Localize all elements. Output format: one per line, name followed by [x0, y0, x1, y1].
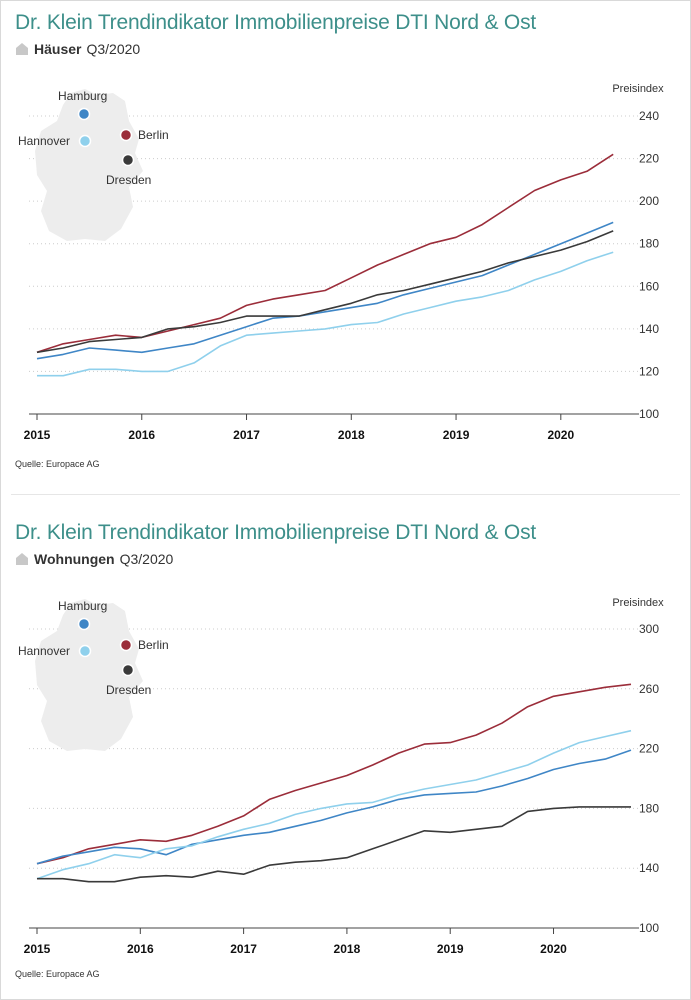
x-tick-label: 2015	[24, 428, 51, 442]
y-tick-label: 180	[639, 237, 659, 251]
x-tick-label: 2015	[24, 942, 51, 956]
x-tick-label: 2016	[128, 428, 155, 442]
map-label-berlin: Berlin	[138, 638, 169, 652]
source-note: Quelle: Europace AG	[15, 969, 100, 979]
y-tick-label: 160	[639, 279, 659, 293]
germany-map-icon	[35, 599, 143, 751]
divider	[11, 494, 680, 495]
subtitle-category: Wohnungen	[34, 551, 115, 567]
house-icon	[16, 553, 28, 565]
y-tick-label: 300	[639, 622, 659, 636]
y-axis-label: Preisindex	[612, 597, 664, 609]
x-tick-label: 2018	[338, 428, 365, 442]
y-tick-label: 120	[639, 364, 659, 378]
series-line-hannover	[37, 251, 614, 377]
subtitle-period: Q3/2020	[119, 551, 174, 567]
series-line-dresden	[37, 806, 631, 883]
chart-panel-houses: Dr. Klein Trendindikator Immobilienpreis…	[1, 1, 690, 491]
y-axis-label: Preisindex	[612, 83, 664, 95]
map-marker-berlin	[119, 128, 133, 142]
chart-title: Dr. Klein Trendindikator Immobilienpreis…	[15, 11, 536, 34]
y-tick-label: 220	[639, 742, 659, 756]
series-line-dresden	[36, 230, 614, 354]
map-label-dresden: Dresden	[106, 173, 151, 187]
map-marker-dresden	[121, 153, 135, 167]
source-note: Quelle: Europace AG	[15, 459, 100, 469]
x-tick-label: 2017	[233, 428, 260, 442]
y-tick-label: 220	[639, 152, 659, 166]
y-tick-label: 140	[639, 322, 659, 336]
y-tick-label: 140	[639, 861, 659, 875]
y-tick-label: 180	[639, 801, 659, 815]
y-tick-label: 240	[639, 109, 659, 123]
map-label-hamburg: Hamburg	[58, 599, 107, 613]
map-label-hannover: Hannover	[18, 134, 70, 148]
map-marker-berlin	[119, 638, 133, 652]
x-tick-label: 2016	[127, 942, 154, 956]
x-tick-label: 2018	[334, 942, 361, 956]
x-tick-label: 2020	[540, 942, 567, 956]
series-line-berlin	[36, 153, 614, 354]
map-label-dresden: Dresden	[106, 683, 151, 697]
house-icon	[16, 43, 28, 55]
chart-subtitle: Häuser Q3/2020	[15, 41, 140, 57]
x-tick-label: 2019	[443, 428, 470, 442]
map-marker-hamburg	[77, 107, 91, 121]
x-tick-label: 2019	[437, 942, 464, 956]
map-label-berlin: Berlin	[138, 128, 169, 142]
map-marker-hannover	[78, 644, 92, 658]
map-marker-hamburg	[77, 617, 91, 631]
y-tick-label: 100	[639, 921, 659, 935]
map-label-hannover: Hannover	[18, 644, 70, 658]
series-line-berlin	[36, 683, 632, 865]
chart-panel-apartments: Dr. Klein Trendindikator Immobilienpreis…	[1, 511, 690, 999]
germany-map-icon	[35, 89, 143, 241]
y-tick-label: 260	[639, 682, 659, 696]
line-chart-apartments: 100 140 180 220 260 300 Preisindex 2015 2016 2017…	[18, 597, 664, 956]
map-label-hamburg: Hamburg	[58, 89, 107, 103]
y-tick-label: 100	[639, 407, 659, 421]
subtitle-period: Q3/2020	[86, 41, 141, 57]
x-tick-label: 2017	[230, 942, 257, 956]
map-marker-dresden	[121, 663, 135, 677]
subtitle-category: Häuser	[34, 41, 82, 57]
series-line-hamburg	[36, 749, 632, 865]
x-tick-label: 2020	[547, 428, 574, 442]
map-marker-hannover	[78, 134, 92, 148]
chart-title: Dr. Klein Trendindikator Immobilienpreis…	[15, 521, 536, 544]
series-line-hannover	[36, 729, 632, 880]
line-chart-houses: 100 120 140 160 180 200 220 240 Preisindex 2015 20…	[18, 83, 664, 442]
chart-subtitle: Wohnungen Q3/2020	[15, 551, 173, 567]
y-tick-label: 200	[639, 194, 659, 208]
